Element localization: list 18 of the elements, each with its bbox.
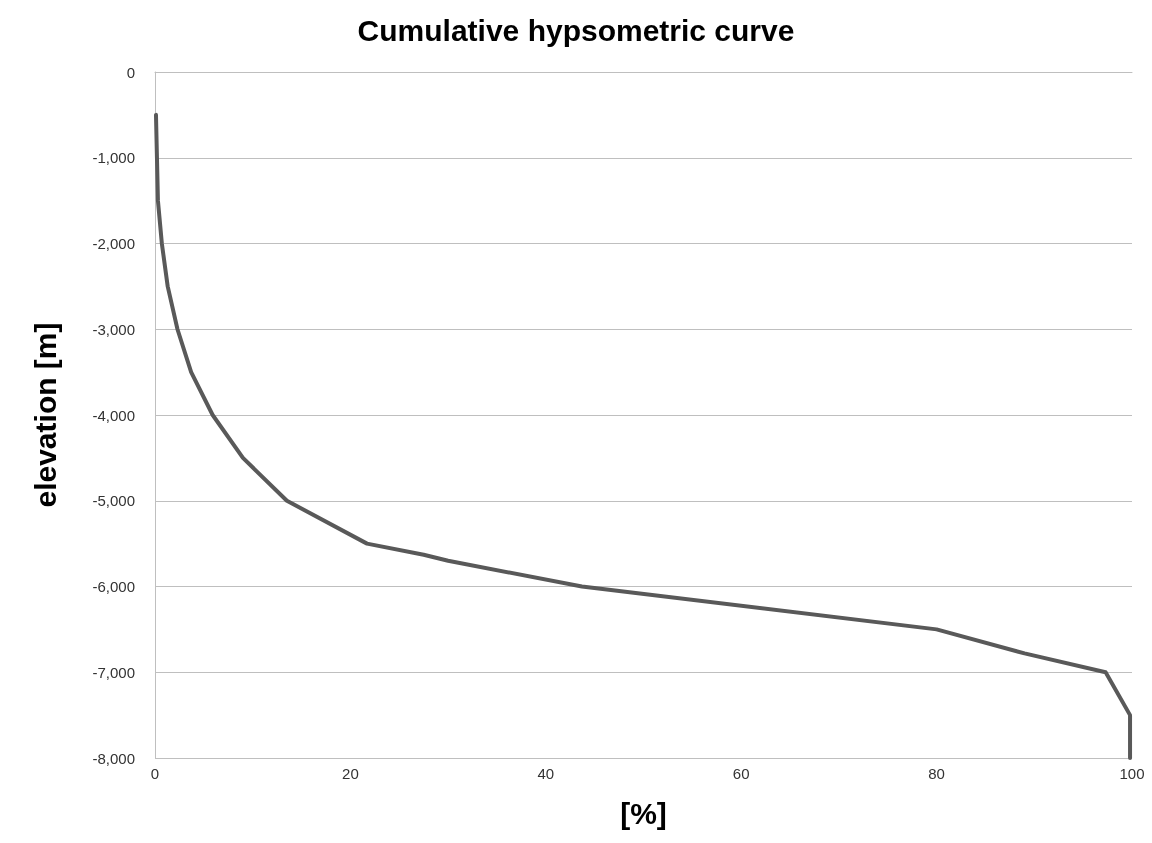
x-tick-label: 60 (732, 765, 750, 782)
y-tick-label: -5,000 (92, 492, 135, 510)
x-tick-label: 100 (1119, 765, 1145, 782)
y-tick-label: 0 (126, 63, 135, 81)
y-tick-label: -1,000 (92, 149, 135, 167)
y-tick-label: -3,000 (92, 320, 135, 338)
y-axis-title: elevation [m] (28, 322, 62, 508)
y-tick-label: -6,000 (92, 578, 135, 595)
x-tick-label: 40 (537, 765, 555, 782)
y-tick-label: -2,000 (92, 235, 135, 252)
x-tick-label: 80 (928, 765, 945, 782)
y-tick-label: -4,000 (92, 406, 135, 424)
x-tick-label: 0 (150, 765, 160, 782)
y-tick-label: -7,000 (92, 663, 135, 681)
x-axis-title: [%] (620, 796, 667, 830)
x-tick-label: 20 (342, 765, 359, 782)
y-tick-label: -8,000 (92, 749, 135, 767)
chart-title: Cumulative hypsometric curve (357, 13, 795, 47)
